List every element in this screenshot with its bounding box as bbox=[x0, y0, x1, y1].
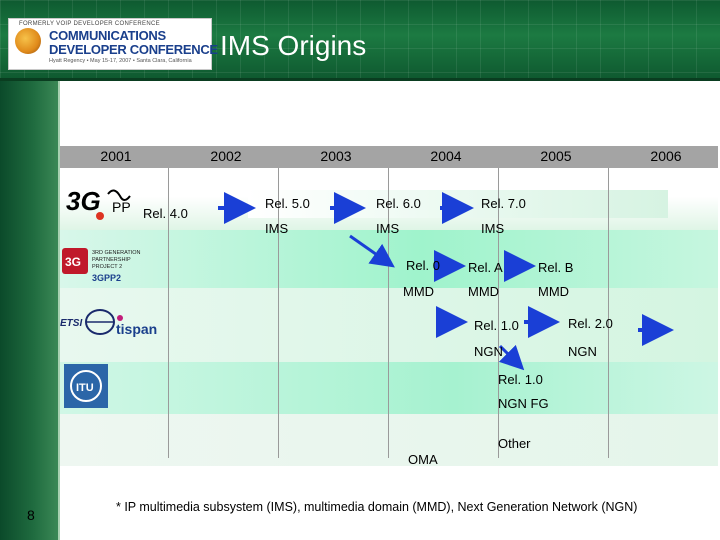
conference-emblem-icon bbox=[15, 28, 41, 54]
logo-etsi-text: ETSI bbox=[60, 318, 82, 329]
page-title: IMS Origins bbox=[220, 30, 367, 61]
other-oma: OMA bbox=[408, 452, 438, 467]
year-divider bbox=[168, 168, 169, 458]
logo-3gpp-dot bbox=[96, 212, 104, 220]
3gpp2-mmd-2: MMD bbox=[468, 284, 500, 299]
year-divider bbox=[608, 168, 609, 458]
other-other: Other bbox=[498, 436, 531, 451]
3gpp-ims-3: IMS bbox=[481, 221, 505, 236]
year-divider bbox=[388, 168, 389, 458]
logo-line-1: COMMUNICATIONS bbox=[49, 28, 166, 43]
logo-itu-text: ITU bbox=[76, 382, 94, 394]
footnote: * IP multimedia subsystem (IMS), multime… bbox=[116, 500, 638, 514]
logo-tispan-dot bbox=[117, 315, 123, 321]
logo-3gpp2: 3G 3RD GENERATION PARTNERSHIP PROJECT 2 … bbox=[62, 248, 141, 283]
3gpp-ims-1: IMS bbox=[265, 221, 289, 236]
tispan-rel-1: Rel. 1.0 bbox=[474, 318, 519, 333]
itu-ngn-fg: NGN FG bbox=[498, 396, 549, 411]
logo-3gpp2-badge bbox=[62, 248, 88, 274]
timeline-arrows bbox=[218, 192, 674, 371]
3gpp2-mmd-3: MMD bbox=[538, 284, 570, 299]
logo-top-text: FORMERLY VOIP DEVELOPER CONFERENCE bbox=[19, 21, 160, 27]
3gpp2-rel-0: Rel. 0 bbox=[406, 258, 440, 273]
tispan-ngn-1: NGN bbox=[474, 344, 503, 359]
year-label: 2005 bbox=[540, 148, 572, 164]
year-label: 2001 bbox=[100, 148, 132, 164]
logo-3gpp2-text: 3GPP2 bbox=[92, 273, 121, 283]
left-decorative-strip bbox=[0, 0, 60, 540]
timeline-chart: 2001 2002 2003 2004 2005 2006 3G PP Rel.… bbox=[60, 146, 718, 467]
3gpp-rel-6: Rel. 6.0 bbox=[376, 196, 421, 211]
3gpp2-rel-a: Rel. A bbox=[468, 260, 503, 275]
3gpp2-mmd-1: MMD bbox=[403, 284, 435, 299]
logo-3gpp: 3G PP bbox=[66, 186, 131, 220]
slide-header: FORMERLY VOIP DEVELOPER CONFERENCE COMMU… bbox=[0, 0, 720, 81]
tispan-ngn-2: NGN bbox=[568, 344, 597, 359]
year-header-band bbox=[60, 146, 718, 168]
year-divider bbox=[498, 168, 499, 458]
3gpp2-rel-b: Rel. B bbox=[538, 260, 574, 275]
year-label: 2002 bbox=[210, 148, 242, 164]
logo-itu: ITU bbox=[64, 364, 108, 408]
itu-rel-1: Rel. 1.0 bbox=[498, 372, 543, 387]
year-divider bbox=[278, 168, 279, 458]
3gpp-rel-4: Rel. 4.0 bbox=[143, 206, 188, 221]
logo-3gpp-swoosh bbox=[107, 189, 131, 201]
slide-number: 8 bbox=[27, 507, 35, 523]
logo-3gpp2-3g: 3G bbox=[65, 255, 81, 269]
logo-line-2: DEVELOPER CONFERENCE bbox=[49, 42, 218, 57]
tispan-rel-2: Rel. 2.0 bbox=[568, 316, 613, 331]
3gpp-rel-7: Rel. 7.0 bbox=[481, 196, 526, 211]
3gpp-rel-5: Rel. 5.0 bbox=[265, 196, 310, 211]
logo-subtitle: Hyatt Regency • May 15-17, 2007 • Santa … bbox=[49, 58, 192, 64]
logo-3gpp-3g: 3G bbox=[66, 186, 101, 216]
logo-tispan-text: tispan bbox=[116, 321, 157, 337]
logo-3gpp2-sub-1: 3RD GENERATION bbox=[92, 250, 141, 256]
logo-etsi-tispan: ETSI tispan bbox=[60, 309, 157, 337]
logo-itu-globe-icon bbox=[70, 370, 102, 402]
year-label: 2006 bbox=[650, 148, 682, 164]
year-label: 2004 bbox=[430, 148, 462, 164]
arrow-ims-to-3gpp2 bbox=[349, 234, 395, 268]
3gpp-ims-2: IMS bbox=[376, 221, 400, 236]
logo-3gpp2-sub-2: PARTNERSHIP bbox=[92, 257, 131, 263]
logo-3gpp2-sub-3: PROJECT 2 bbox=[92, 264, 122, 270]
logo-3gpp-pp: PP bbox=[112, 199, 131, 215]
conference-logo: FORMERLY VOIP DEVELOPER CONFERENCE COMMU… bbox=[8, 18, 218, 70]
arrow-ngn-to-itu bbox=[498, 344, 525, 371]
year-label: 2003 bbox=[320, 148, 352, 164]
